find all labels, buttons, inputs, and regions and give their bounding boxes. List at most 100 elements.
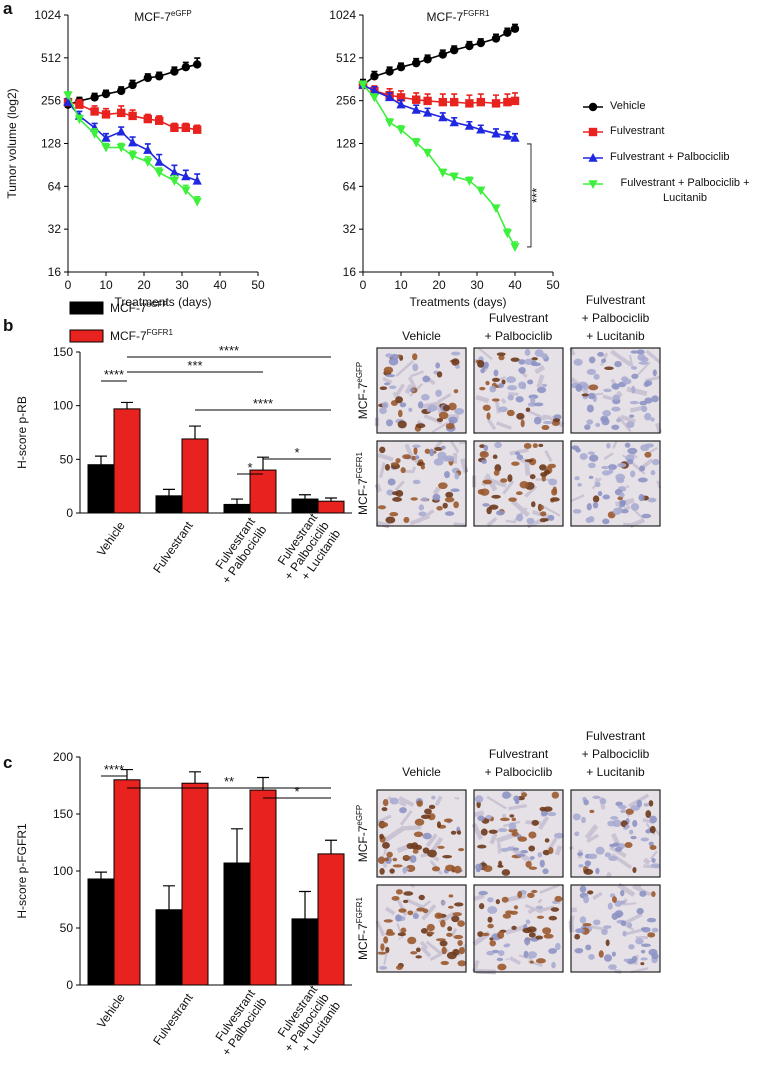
marker: [450, 97, 459, 107]
bar: [155, 909, 183, 986]
nucleus: [382, 401, 389, 409]
marker: [143, 158, 153, 167]
x-tick-label-line: Vehicle: [94, 519, 128, 559]
stroma: [500, 397, 507, 405]
marker: [422, 149, 433, 158]
nucleus: [643, 381, 650, 388]
nucleus: [516, 454, 524, 460]
chart-title-superscript: eGFP: [171, 9, 192, 18]
stroma: [617, 415, 632, 433]
y-axis-label: H-score p-RB: [15, 396, 29, 469]
nucleus: [630, 503, 640, 511]
nucleus: [388, 385, 397, 390]
nucleus: [604, 366, 614, 371]
marker: [438, 97, 447, 107]
nucleus: [435, 362, 441, 369]
marker: [90, 107, 99, 116]
nucleus: [539, 464, 547, 471]
x-tick-label-group: Fulvestrant+ Palbociclib: [212, 986, 269, 1058]
nucleus: [453, 389, 459, 394]
nucleus: [400, 927, 407, 934]
stroma: [487, 418, 497, 431]
nucleus: [481, 932, 490, 937]
row-label: MCF-7eGFP: [355, 362, 370, 420]
nucleus: [588, 475, 594, 479]
nucleus: [486, 950, 495, 956]
x-tick-label: 30: [175, 278, 189, 292]
marker: [369, 85, 380, 95]
row-label-main: MCF-7: [356, 923, 370, 960]
marker: [438, 168, 448, 178]
nucleus: [543, 806, 553, 812]
significance-label: ****: [104, 762, 124, 777]
nucleus: [450, 488, 460, 493]
nucleus: [598, 950, 604, 958]
nucleus: [520, 849, 529, 854]
nucleus: [427, 931, 435, 935]
nucleus: [440, 900, 446, 906]
nucleus: [383, 366, 394, 374]
nucleus: [627, 447, 638, 455]
nucleus: [501, 791, 511, 799]
column-header: + Palbociclib: [582, 747, 650, 761]
nucleus: [536, 386, 547, 394]
image-border: [376, 347, 467, 434]
image-border: [376, 440, 467, 527]
nucleus: [412, 849, 419, 854]
nucleus: [395, 889, 403, 895]
nucleus: [381, 807, 388, 812]
nucleus: [440, 960, 450, 966]
column-header: Fulvestrant: [489, 311, 549, 325]
nucleus: [612, 896, 617, 903]
nucleus: [480, 828, 488, 836]
nucleus: [603, 388, 612, 393]
nucleus: [452, 912, 462, 917]
stroma: [586, 833, 599, 843]
nucleus: [418, 894, 425, 901]
nucleus: [637, 477, 648, 483]
nucleus: [415, 955, 422, 959]
nucleus: [413, 831, 424, 838]
stroma: [434, 795, 443, 807]
nucleus: [428, 804, 436, 810]
marker: [181, 123, 190, 133]
stroma: [654, 829, 661, 836]
nucleus: [578, 864, 584, 868]
stroma: [544, 449, 553, 463]
nucleus: [525, 919, 531, 925]
nucleus: [629, 414, 635, 418]
nucleus: [552, 486, 557, 494]
row-label-main: MCF-7: [356, 382, 370, 419]
nucleus: [442, 502, 448, 509]
column-header: Fulvestrant: [586, 293, 646, 307]
nucleus: [531, 819, 539, 826]
nucleus: [620, 889, 625, 897]
marker: [192, 197, 202, 207]
nucleus: [607, 902, 613, 910]
nucleus: [542, 868, 549, 875]
stroma: [419, 940, 429, 950]
nucleus: [631, 385, 636, 394]
nucleus: [650, 863, 661, 868]
legend-label: MCF-7FGFR1: [110, 328, 173, 343]
nucleus: [448, 905, 454, 909]
nucleus: [410, 951, 418, 955]
nucleus: [513, 795, 520, 802]
nucleus: [547, 812, 557, 817]
nucleus: [608, 964, 617, 970]
nucleus: [651, 927, 659, 933]
nucleus: [640, 957, 648, 961]
nucleus: [511, 847, 520, 851]
nucleus: [458, 847, 465, 852]
stroma: [617, 883, 636, 897]
nucleus: [592, 795, 601, 799]
y-tick-label: 0: [66, 506, 73, 520]
nucleus: [615, 846, 623, 852]
nucleus: [407, 936, 417, 945]
nucleus: [414, 844, 423, 851]
nucleus: [651, 891, 656, 897]
chart-title: MCF-7eGFP: [134, 9, 192, 24]
stroma: [473, 810, 485, 818]
nucleus: [453, 501, 459, 509]
nucleus: [587, 451, 595, 455]
